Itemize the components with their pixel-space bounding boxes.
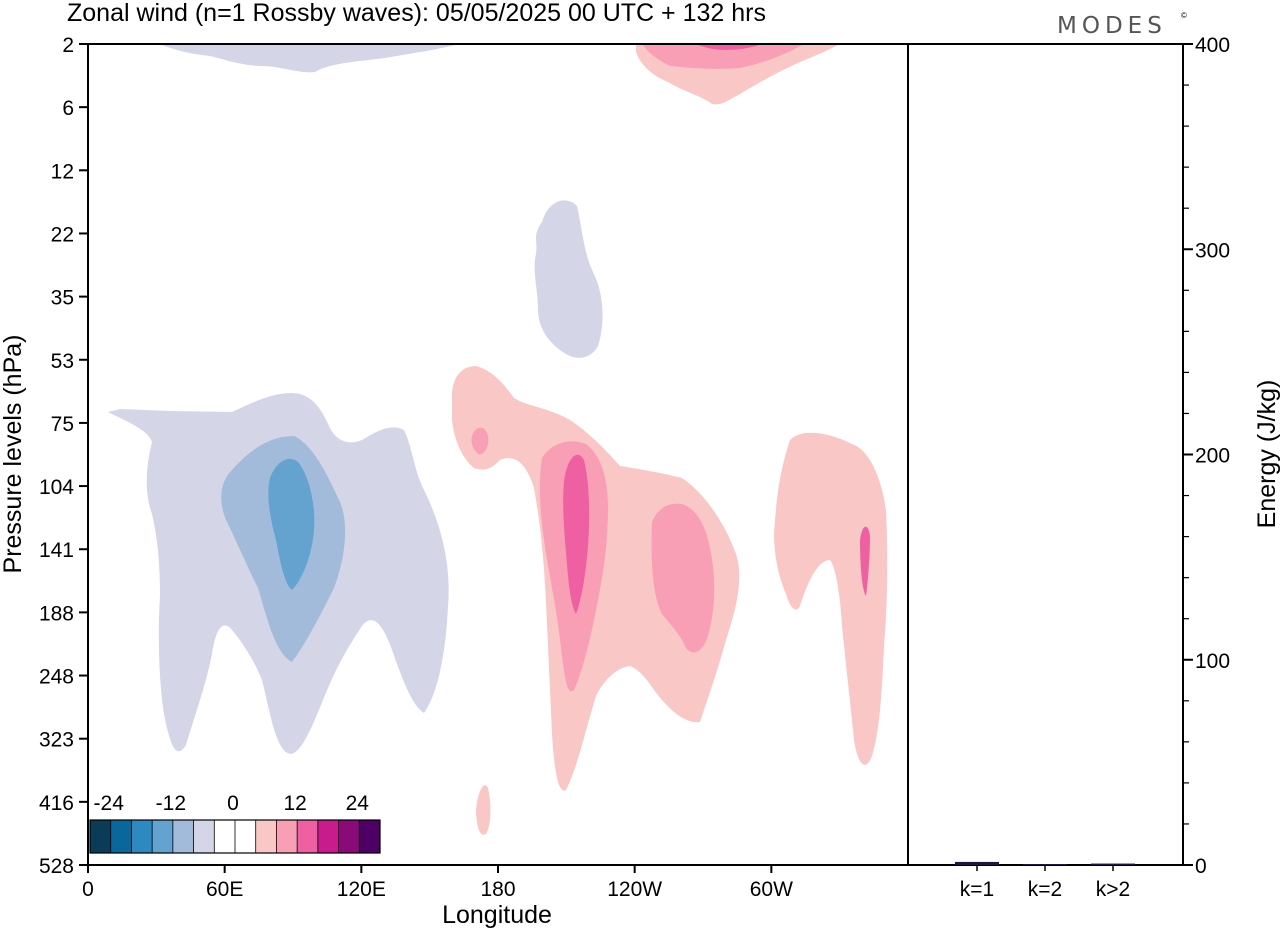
- colorbar-swatch: [276, 820, 298, 853]
- colorbar-swatch: [214, 820, 236, 853]
- modes-logo: MODES ©: [1057, 11, 1187, 39]
- negative-region-10-15: [268, 458, 315, 590]
- positive-region-5-10: [471, 427, 489, 455]
- positive-region-0-5: [774, 432, 888, 765]
- x-tick-label: 60W: [750, 878, 793, 901]
- colorbar-swatch: [235, 820, 257, 853]
- energy-tick-label: 100: [1195, 650, 1230, 673]
- colorbar-label: -12: [156, 792, 186, 815]
- y-tick-label: 248: [39, 666, 74, 689]
- energy-axis-label: Energy (J/kg): [1253, 380, 1280, 529]
- y-tick-label: 75: [51, 413, 74, 436]
- energy-tick-label: 0: [1195, 855, 1207, 878]
- colorbar-swatch: [172, 820, 195, 853]
- x-tick-label: 120E: [337, 878, 386, 901]
- y-tick-label: 12: [51, 160, 74, 183]
- energy-tick-label: 300: [1195, 239, 1230, 262]
- y-tick-label: 323: [39, 729, 74, 752]
- x-tick-label: 180: [480, 878, 515, 901]
- energy-category-label: k>2: [1096, 878, 1130, 901]
- colorbar-label: 24: [346, 792, 370, 815]
- colorbar-swatch: [297, 820, 319, 853]
- colorbar-swatch: [338, 820, 360, 853]
- x-axis-label: Longitude: [442, 901, 552, 929]
- modes-logo-mark: ©: [1181, 11, 1187, 20]
- positive-region-10-15: [563, 454, 590, 614]
- x-tick-label: 0: [82, 878, 94, 901]
- wind-field: [108, 44, 888, 835]
- colorbar-swatch: [131, 820, 153, 853]
- y-tick-label: 188: [39, 602, 74, 625]
- colorbar-label: 12: [283, 792, 306, 815]
- y-axis-label: Pressure levels (hPa): [0, 335, 27, 574]
- y-tick-label: 528: [39, 855, 74, 878]
- y-tick-label: 22: [51, 223, 74, 246]
- energy-category-label: k=1: [960, 878, 994, 901]
- positive-region-10-15: [696, 44, 762, 50]
- negative-region-0-5: [159, 44, 459, 73]
- colorbar-swatch: [255, 820, 277, 853]
- x-tick-label: 60E: [206, 878, 243, 901]
- y-tick-label: 35: [51, 287, 74, 310]
- colorbar-label: 0: [227, 792, 239, 815]
- y-tick-label: 104: [39, 476, 74, 499]
- colorbar: -24 -12 0 12 24: [89, 792, 381, 854]
- colorbar-swatch: [359, 820, 381, 853]
- colorbar-swatch: [152, 820, 174, 853]
- colorbar-swatch: [317, 820, 340, 853]
- positive-region-10-15: [860, 526, 870, 596]
- energy-bar: [1023, 864, 1067, 865]
- y-tick-label: 6: [62, 97, 74, 120]
- y-tick-label: 2: [62, 34, 74, 57]
- axes: 0 60E 120E 180 120W 60W 2 6 12 22 35 53 75 104 141 188 2…: [39, 34, 793, 901]
- y-tick-label: 141: [39, 539, 74, 562]
- energy-tick-label: 200: [1195, 445, 1230, 468]
- energy-tick-label: 400: [1195, 34, 1230, 57]
- positive-region-0-5: [476, 785, 491, 835]
- colorbar-swatch: [90, 820, 112, 853]
- negative-region-0-5: [534, 200, 603, 358]
- modes-logo-text: MODES: [1057, 13, 1167, 39]
- x-tick-label: 120W: [607, 878, 662, 901]
- energy-bar: [1091, 863, 1135, 865]
- energy-bar-panel: 0 100 200 300 400 k=1 k=2 k>2: [908, 34, 1230, 901]
- colorbar-label: -24: [94, 792, 125, 815]
- y-tick-label: 416: [39, 792, 74, 815]
- positive-region-5-10: [642, 44, 804, 69]
- y-tick-label: 53: [51, 350, 74, 373]
- colorbar-swatch: [193, 820, 215, 853]
- positive-region-5-10: [651, 503, 715, 653]
- energy-category-label: k=2: [1028, 878, 1062, 901]
- energy-bar: [955, 861, 999, 865]
- colorbar-swatch: [110, 820, 132, 853]
- chart-title: Zonal wind (n=1 Rossby waves): 05/05/202…: [67, 0, 766, 27]
